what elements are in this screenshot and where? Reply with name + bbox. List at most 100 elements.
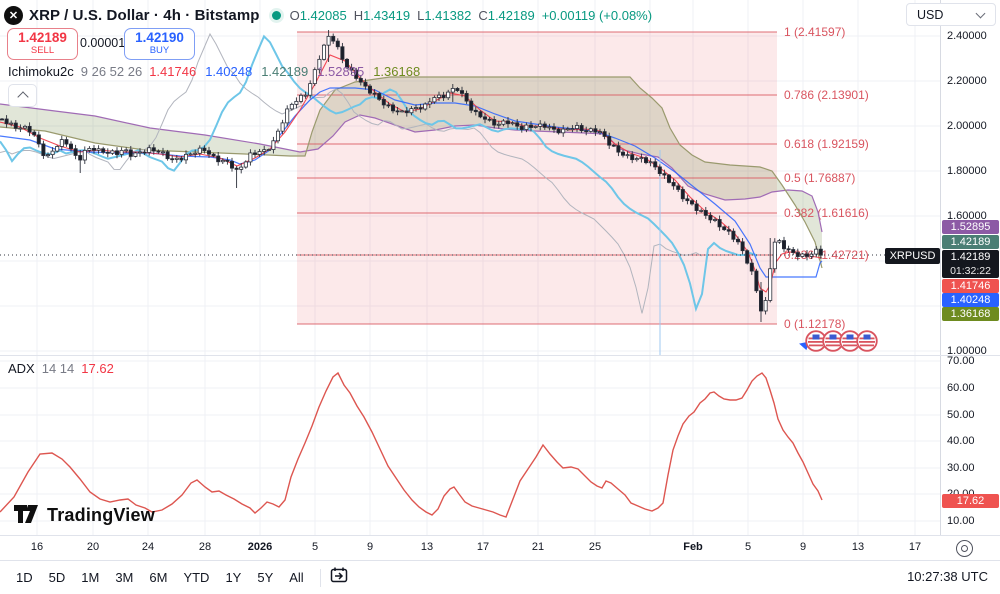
currency-dropdown[interactable]: USD [906, 3, 996, 26]
market-open-dot-icon[interactable] [271, 10, 281, 20]
time-tick: 25 [588, 541, 602, 553]
sell-button[interactable]: 1.42189 SELL [7, 28, 78, 60]
adx-legend[interactable]: ADX 14 14 17.62 [8, 361, 114, 376]
axis-label: 1.60000 [947, 210, 987, 222]
ichimoku-legend[interactable]: Ichimoku2c 9 26 52 26 1.41746 1.40248 1.42… [8, 64, 420, 79]
ichimoku-name: Ichimoku2c [8, 64, 74, 79]
axis-label: 1.00000 [947, 345, 987, 357]
range-button-ytd[interactable]: YTD [183, 570, 210, 585]
fib-level-label: 1 (2.41597) [784, 25, 845, 39]
axis-settings-icon[interactable] [956, 540, 973, 557]
sell-label: SELL [30, 45, 55, 56]
axis-label: 70.00 [947, 355, 975, 367]
axis-label: 1.80000 [947, 165, 987, 177]
flag-markers[interactable] [805, 330, 878, 357]
open-value: 1.42085 [299, 7, 347, 23]
time-tick: 13 [420, 541, 434, 553]
axis-label: 60.00 [947, 382, 975, 394]
price-badge: 1.42189 [942, 235, 999, 249]
buy-label: BUY [149, 45, 170, 56]
range-button-1d[interactable]: 1D [16, 570, 33, 585]
time-axis[interactable]: 16 20 24 28 2026 5 9 13 17 21 25 Feb 5 9 13 17 [0, 536, 1000, 560]
ichimoku-value: 1.40248 [205, 64, 253, 79]
us-flag-icon[interactable] [822, 330, 844, 357]
range-button-all[interactable]: All [289, 570, 304, 585]
range-button-1y[interactable]: 1Y [225, 570, 242, 585]
low-label: L [417, 7, 425, 23]
current-price-value: 1.42189 [950, 251, 991, 263]
senkou-b-line [0, 76, 823, 269]
range-button-3m[interactable]: 3M [115, 570, 134, 585]
high-value: 1.43419 [363, 7, 411, 23]
price-badge: 1.40248 [942, 293, 999, 307]
kijun-line [0, 87, 823, 278]
adx-params: 14 14 [41, 361, 75, 376]
us-flag-icon[interactable] [856, 330, 878, 357]
high-label: H [353, 7, 364, 23]
range-button-6m[interactable]: 6M [149, 570, 168, 585]
chart-canvas[interactable]: 1 (2.41597) 0.786 (2.13901) 0.618 (1.92159… [0, 0, 940, 535]
fib-level-label: 0.5 (1.76887) [784, 171, 855, 185]
time-tick: 16 [30, 541, 44, 553]
utc-clock[interactable]: 10:27:38 UTC [907, 569, 988, 584]
adx-value: 17.62 [81, 361, 114, 376]
go-to-date-button[interactable] [329, 565, 349, 590]
time-tick: 9 [366, 541, 374, 553]
price-badge: 1.41746 [942, 279, 999, 293]
fib-level-label: 0 (1.12178) [784, 317, 845, 331]
close-label: C [478, 7, 488, 23]
price-axis[interactable]: 1.42189 01:32:22 2.40000 2.20000 2.00000 1.… [940, 0, 1000, 535]
tradingview-logo[interactable]: TradingView [14, 503, 155, 527]
candles [0, 30, 823, 322]
time-axis-separator [0, 535, 1000, 536]
ichimoku-value: 1.52895 [317, 64, 365, 79]
time-tick: 5 [311, 541, 319, 553]
price-badge: 1.52895 [942, 220, 999, 234]
toolbar-divider [319, 568, 321, 587]
us-flag-icon[interactable] [839, 330, 861, 357]
currency-label: USD [917, 7, 944, 22]
time-tick: Feb [683, 541, 703, 553]
ichimoku-values: 1.41746 1.40248 1.42189 1.52895 1.36168 [149, 64, 420, 79]
close-value: 1.42189 [487, 7, 535, 23]
open-label: O [289, 7, 300, 23]
collapse-pane-button[interactable] [8, 84, 37, 107]
xrp-symbol-logo[interactable]: ✕ [4, 5, 23, 25]
pane-separator[interactable] [0, 355, 1000, 356]
toolbar-separator [0, 560, 1000, 561]
axis-label: 50.00 [947, 409, 975, 421]
range-button-5y[interactable]: 5Y [257, 570, 274, 585]
axis-label: 2.00000 [947, 120, 987, 132]
time-tick: 9 [799, 541, 807, 553]
range-button-5d[interactable]: 5D [48, 570, 66, 585]
price-badge: 17.62 [942, 494, 999, 508]
low-value: 1.41382 [424, 7, 472, 23]
chevron-up-icon [16, 91, 29, 103]
price-badge: 1.36168 [942, 307, 999, 321]
ichimoku-value: 1.42189 [261, 64, 309, 79]
chevron-down-icon [975, 8, 986, 18]
time-tick: 17 [908, 541, 922, 553]
change-value: +0.00119 (+0.08%) [541, 7, 653, 23]
bar-countdown: 01:32:22 [950, 265, 991, 277]
price-line-symbol-tag: XRPUSD [885, 248, 940, 264]
axis-label: 10.00 [947, 515, 975, 527]
current-price-badge: 1.42189 01:32:22 [942, 250, 999, 278]
spread-value: 0.00001 [80, 36, 126, 50]
axis-label: 40.00 [947, 435, 975, 447]
buy-button[interactable]: 1.42190 BUY [124, 28, 195, 60]
tradingview-logo-icon [14, 505, 38, 523]
time-tick: 21 [531, 541, 545, 553]
chart-header: ✕ XRP / U.S. Dollar · 4h · Bitstamp O1.4… [4, 5, 652, 25]
range-button-1m[interactable]: 1M [81, 570, 100, 585]
sell-price: 1.42189 [18, 30, 67, 45]
ohlc-values: O1.42085 H1.43419 L1.41382 C1.42189 +0.0… [290, 8, 652, 23]
fib-level-label: 0.236 (1.42721) [784, 248, 869, 262]
time-tick: 5 [744, 541, 752, 553]
symbol-title[interactable]: XRP / U.S. Dollar · 4h · Bitstamp [29, 6, 260, 24]
time-tick: 20 [86, 541, 100, 553]
time-tick: 17 [476, 541, 490, 553]
ichimoku-value: 1.41746 [149, 64, 197, 79]
time-tick: 24 [141, 541, 155, 553]
